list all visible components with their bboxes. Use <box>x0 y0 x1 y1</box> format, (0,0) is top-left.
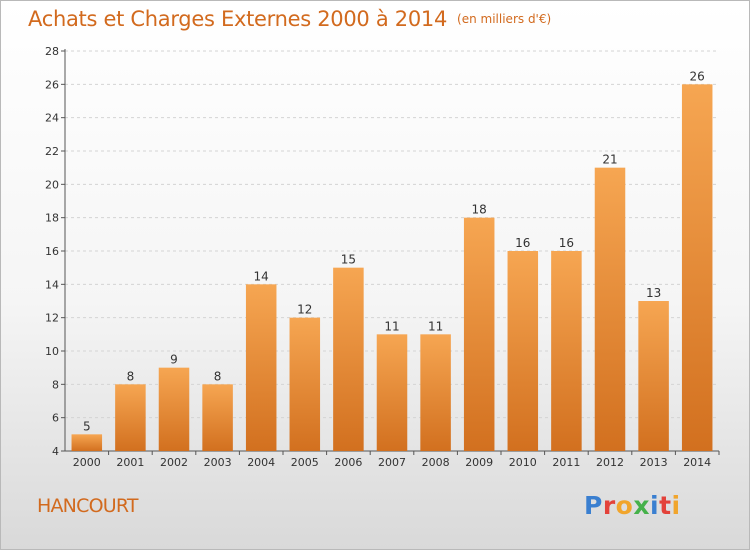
x-tick-label: 2010 <box>509 456 537 469</box>
y-tick-label: 18 <box>45 212 59 225</box>
x-tick-label: 2002 <box>160 456 188 469</box>
data-labels: 5 8 9 8 14 12 15 11 11 18 16 16 21 13 26 <box>83 69 705 433</box>
data-label-2014: 26 <box>690 69 705 83</box>
x-tick-label: 2001 <box>116 456 144 469</box>
x-tick-label: 2006 <box>334 456 362 469</box>
y-tick-label: 12 <box>45 312 59 325</box>
bar-2002 <box>158 367 190 451</box>
data-label-2000: 5 <box>83 419 91 433</box>
bar-2003 <box>202 384 233 451</box>
data-label-2003: 8 <box>214 369 222 383</box>
x-tick-label: 2009 <box>465 456 493 469</box>
x-tick-label: 2004 <box>247 456 275 469</box>
bar-2010 <box>507 251 539 451</box>
y-tick-label: 8 <box>52 378 59 391</box>
proxiti-logo[interactable]: Proxiti <box>584 491 681 520</box>
chart-unit: (en milliers d'€) <box>457 12 552 26</box>
logo-letter: r <box>602 491 616 520</box>
x-tick-labels: 2000 2001 2002 2003 2004 2005 2006 2007 2008 2009… <box>73 456 711 469</box>
x-tick-label: 2014 <box>683 456 711 469</box>
logo-letter: x <box>633 491 650 520</box>
commune-name: HANCOURT <box>37 495 138 517</box>
data-label-2006: 15 <box>341 253 356 267</box>
y-tick-label: 6 <box>52 412 59 425</box>
y-tick-label: 16 <box>45 245 59 258</box>
bar-2004 <box>245 284 277 451</box>
y-tick-label: 26 <box>45 78 59 91</box>
y-tick-labels: 4 6 8 10 12 14 16 18 20 22 24 26 28 <box>45 45 59 458</box>
bar-2007 <box>376 334 408 451</box>
bar-2008 <box>420 334 451 451</box>
data-label-2010: 16 <box>515 236 530 250</box>
x-tick-label: 2012 <box>596 456 624 469</box>
logo-letter: i <box>671 491 681 520</box>
data-label-2013: 13 <box>646 286 661 300</box>
y-tick-label: 24 <box>45 112 59 125</box>
chart-title: Achats et Charges Externes 2000 à 2014 <box>28 7 448 31</box>
y-tick-label: 10 <box>45 345 59 358</box>
y-tick-label: 14 <box>45 278 59 291</box>
x-tick-label: 2003 <box>204 456 232 469</box>
y-tick-label: 22 <box>45 145 59 158</box>
bar-2013 <box>638 301 669 451</box>
y-tick-label: 4 <box>52 445 59 458</box>
bar-2014 <box>681 84 713 451</box>
logo-letter: o <box>615 491 634 520</box>
data-label-2002: 9 <box>170 353 178 367</box>
logo-letter: t <box>659 491 672 520</box>
bar-2005 <box>289 317 321 451</box>
y-tick-label: 20 <box>45 178 59 191</box>
title-row: Achats et Charges Externes 2000 à 2014 (e… <box>28 7 551 31</box>
x-tick-label: 2011 <box>552 456 580 469</box>
data-label-2005: 12 <box>297 303 312 317</box>
data-label-2008: 11 <box>428 319 443 333</box>
bar-2012 <box>594 167 626 451</box>
x-tick-label: 2013 <box>640 456 668 469</box>
bar-2009 <box>463 217 495 451</box>
bar-2011 <box>551 251 582 451</box>
bar-2001 <box>115 384 146 451</box>
data-label-2009: 18 <box>472 203 487 217</box>
data-label-2007: 11 <box>384 319 399 333</box>
data-label-2011: 16 <box>559 236 574 250</box>
logo-letter: i <box>650 491 660 520</box>
x-tick-label: 2008 <box>422 456 450 469</box>
x-tick-label: 2007 <box>378 456 406 469</box>
bar-2006 <box>333 267 364 451</box>
bars <box>71 84 713 451</box>
bar-2000 <box>71 434 103 451</box>
x-tick-label: 2005 <box>291 456 319 469</box>
data-label-2001: 8 <box>127 369 135 383</box>
logo-letter: P <box>584 491 603 520</box>
data-label-2004: 14 <box>254 269 269 283</box>
x-tick-label: 2000 <box>73 456 101 469</box>
y-tick-label: 28 <box>45 45 59 58</box>
data-label-2012: 21 <box>602 153 617 167</box>
